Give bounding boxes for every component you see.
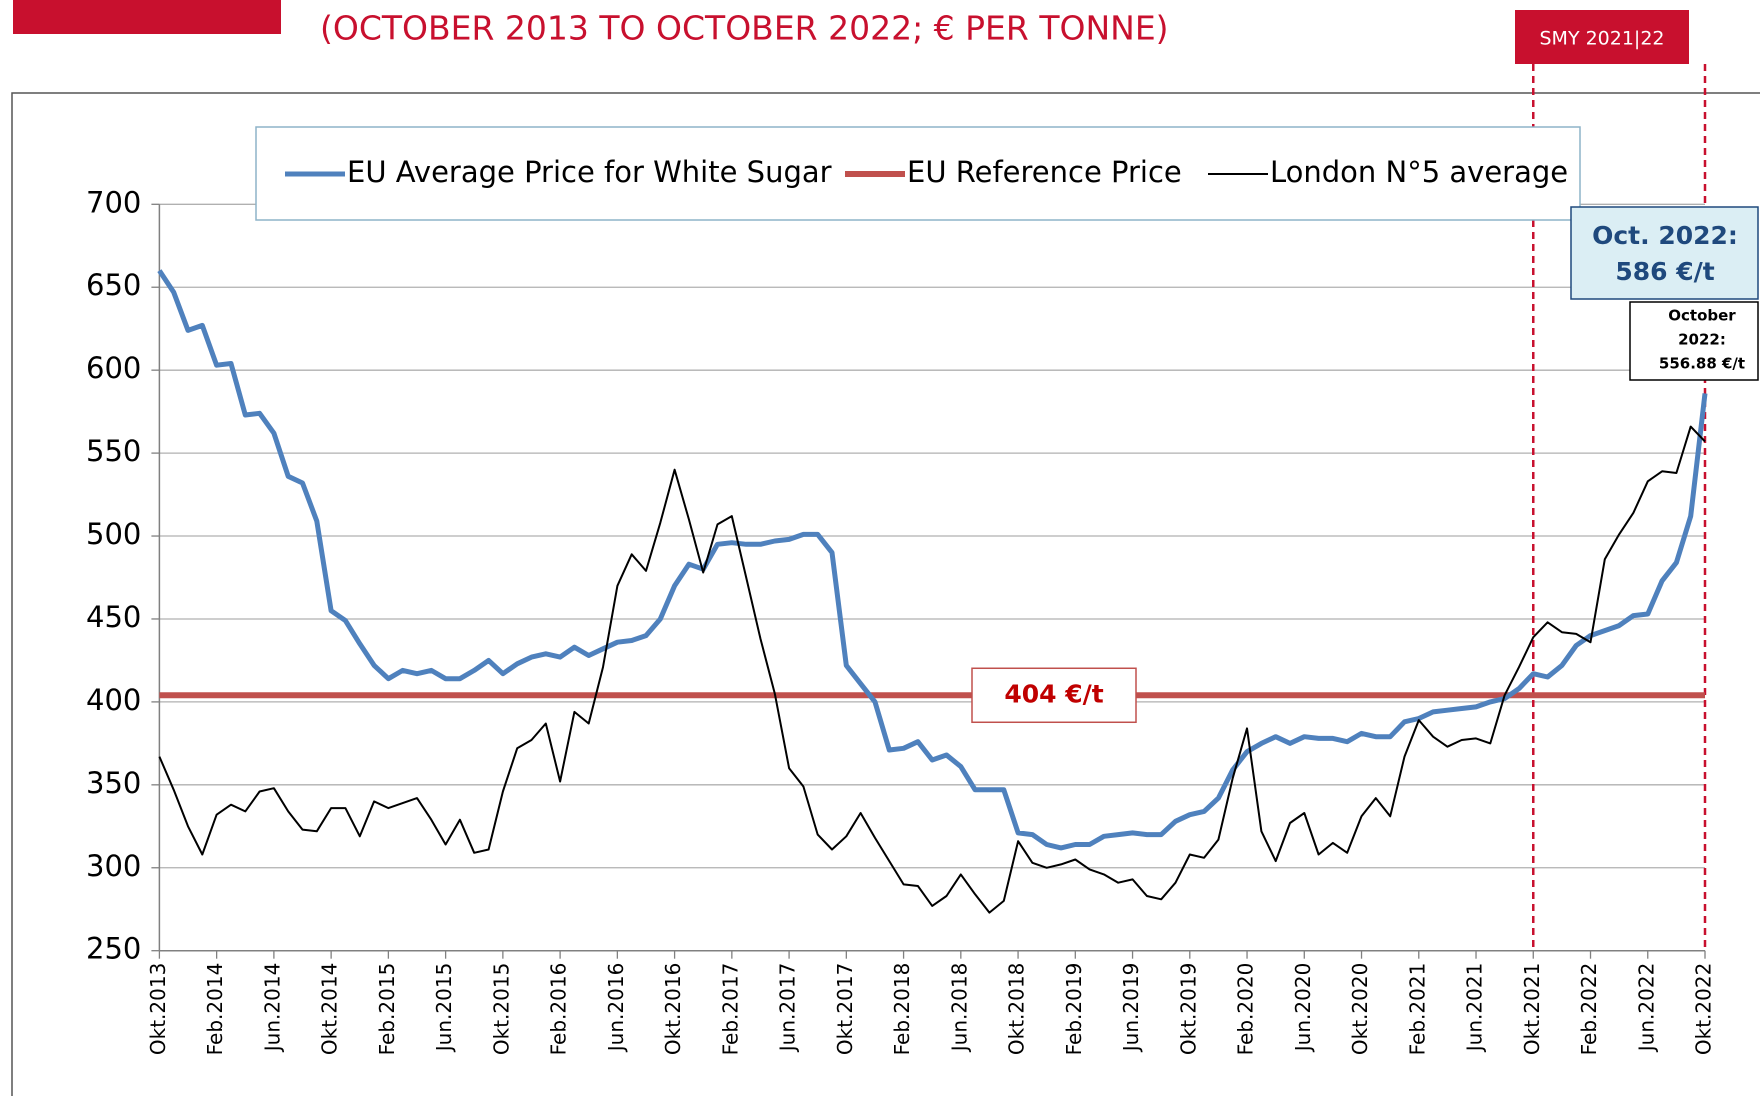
- y-tick-label: 250: [86, 932, 141, 966]
- x-tick-label: Feb.2017: [718, 963, 742, 1056]
- badge: SMY 2021|22: [1539, 28, 1664, 50]
- x-tick-label: Okt.2022: [1692, 963, 1716, 1055]
- annotation-box: [1570, 206, 1759, 300]
- x-tick-label: Jun.2014: [260, 963, 284, 1054]
- annotation-box: [1629, 301, 1759, 381]
- x-tick-label: Jun.2022: [1634, 963, 1658, 1054]
- x-tick-label: Okt.2015: [489, 963, 513, 1055]
- x-tick-label: Okt.2017: [833, 963, 857, 1055]
- y-tick-label: 300: [86, 849, 141, 883]
- reference-label-box: [971, 667, 1137, 724]
- x-tick-label: Jun.2016: [604, 963, 628, 1054]
- x-tick-label: Feb.2018: [890, 963, 914, 1056]
- header-block: [13, 0, 281, 34]
- x-tick-label: Jun.2020: [1291, 963, 1315, 1054]
- annotation-text: 2022:: [1678, 331, 1726, 349]
- annotation-text: Oct. 2022:: [1592, 221, 1738, 250]
- y-tick-label: 450: [86, 600, 141, 634]
- reference-label: 404 €/t: [1004, 679, 1103, 708]
- legend-box: [255, 126, 1581, 221]
- x-tick-label: Okt.2021: [1520, 963, 1544, 1055]
- y-tick-label: 650: [86, 268, 141, 302]
- x-tick-label: Feb.2019: [1062, 963, 1086, 1056]
- y-tick-label: 500: [86, 517, 141, 551]
- chart-title: (OCTOBER 2013 TO OCTOBER 2022; € PER TON…: [320, 9, 1169, 48]
- x-tick-label: Jun.2015: [432, 963, 456, 1054]
- annotation-text: 586 €/t: [1615, 257, 1714, 286]
- x-tick-label: Feb.2015: [375, 963, 399, 1056]
- x-tick-label: Okt.2016: [661, 963, 685, 1055]
- y-tick-label: 400: [86, 683, 141, 717]
- x-tick-label: Jun.2021: [1463, 963, 1487, 1054]
- badge-box: [1515, 10, 1689, 64]
- x-tick-label: Feb.2016: [547, 963, 571, 1056]
- x-tick-label: Feb.2014: [203, 963, 227, 1056]
- x-tick-label: Jun.2018: [947, 963, 971, 1054]
- x-tick-label: Feb.2021: [1405, 963, 1429, 1056]
- legend-label: EU Reference Price: [907, 155, 1182, 189]
- line-series: [157, 269, 1708, 851]
- x-tick-label: Feb.2022: [1577, 963, 1601, 1056]
- x-tick-label: Feb.2020: [1234, 963, 1258, 1056]
- x-tick-label: Jun.2019: [1119, 963, 1143, 1054]
- annotation-text: October: [1668, 307, 1736, 325]
- y-tick-label: 550: [86, 434, 141, 468]
- y-tick-label: 350: [86, 766, 141, 800]
- x-tick-label: Okt.2014: [318, 963, 342, 1055]
- x-tick-label: Okt.2018: [1005, 963, 1029, 1055]
- x-tick-label: Okt.2020: [1348, 963, 1372, 1055]
- y-tick-label: 600: [86, 351, 141, 385]
- y-tick-label: 700: [86, 185, 141, 219]
- legend-label: London N°5 average: [1270, 155, 1568, 189]
- x-tick-label: Okt.2013: [146, 963, 170, 1055]
- x-tick-label: Jun.2017: [776, 963, 800, 1054]
- x-tick-label: Okt.2019: [1176, 963, 1200, 1055]
- frame: [11, 92, 1760, 1100]
- line-series: [158, 425, 1706, 914]
- legend-label: EU Average Price for White Sugar: [347, 155, 832, 189]
- annotation-text: 556.88 €/t: [1659, 355, 1745, 373]
